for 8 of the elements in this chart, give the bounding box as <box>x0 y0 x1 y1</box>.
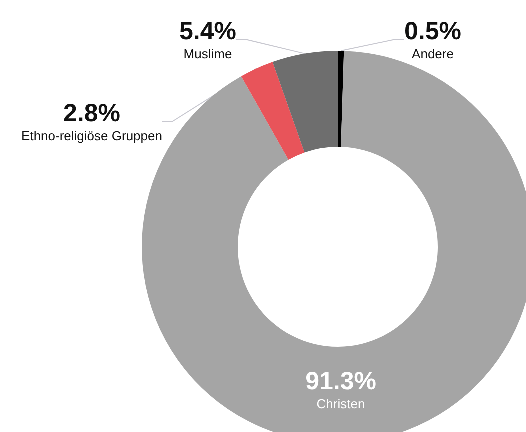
slice-label: Christen <box>316 396 366 412</box>
slice-label: Muslime <box>184 46 232 62</box>
data-label: 5.4% <box>180 18 236 46</box>
slice-label: Andere <box>412 46 454 62</box>
data-label: 91.3% <box>306 368 376 396</box>
slice-label: Ethno-religiöse Gruppen <box>22 128 162 144</box>
data-label: 2.8% <box>64 100 120 128</box>
data-label: 0.5% <box>404 18 462 46</box>
